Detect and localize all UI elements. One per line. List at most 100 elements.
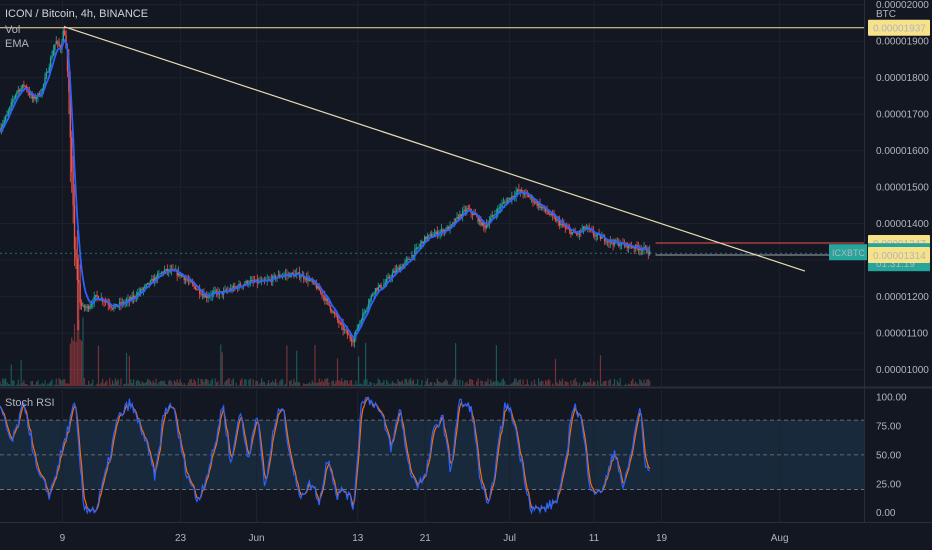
candle-body bbox=[557, 219, 559, 221]
volume-bar bbox=[362, 384, 364, 386]
candle-body bbox=[464, 209, 467, 212]
candle-body bbox=[107, 302, 109, 305]
candle-body bbox=[246, 281, 249, 285]
volume-indicator-label[interactable]: Vol bbox=[5, 24, 21, 36]
candle-body bbox=[530, 197, 533, 199]
time-tick-label: 21 bbox=[420, 533, 432, 544]
volume-bar bbox=[73, 324, 76, 386]
candle-body bbox=[31, 94, 34, 99]
candle-body bbox=[162, 272, 164, 273]
candle-body bbox=[544, 207, 547, 212]
candle-body bbox=[556, 219, 558, 221]
volume-bar bbox=[608, 380, 610, 386]
candle-body bbox=[540, 206, 543, 208]
volume-bar bbox=[349, 380, 351, 386]
candle-body bbox=[491, 215, 493, 218]
candle-body bbox=[186, 279, 188, 281]
volume-bar bbox=[110, 384, 112, 386]
candle-body bbox=[422, 241, 424, 244]
volume-bar bbox=[208, 383, 211, 386]
volume-bar bbox=[225, 380, 228, 386]
volume-bar bbox=[613, 378, 616, 386]
candle-body bbox=[364, 310, 367, 313]
candle-body bbox=[179, 271, 181, 277]
volume-bar bbox=[394, 383, 396, 386]
volume-bar bbox=[311, 380, 313, 386]
candle-body bbox=[511, 195, 513, 200]
volume-bar bbox=[220, 344, 222, 386]
volume-bar bbox=[537, 378, 540, 386]
volume-bar bbox=[571, 384, 573, 386]
candle-body bbox=[442, 229, 444, 233]
candle-body bbox=[184, 279, 187, 281]
price-tick-label: 0.00001100 bbox=[876, 329, 929, 340]
volume-bar bbox=[142, 382, 145, 386]
volume-bar bbox=[10, 364, 12, 386]
candle-body bbox=[332, 311, 334, 313]
candle-body bbox=[487, 224, 489, 226]
volume-bar bbox=[384, 385, 386, 386]
candle-body bbox=[2, 124, 4, 128]
volume-bar bbox=[332, 380, 334, 386]
volume-bar bbox=[533, 379, 535, 386]
volume-bar bbox=[291, 384, 294, 386]
volume-bar bbox=[498, 382, 500, 386]
volume-bar bbox=[433, 382, 436, 386]
volume-bar bbox=[217, 381, 219, 386]
volume-bar bbox=[483, 384, 485, 386]
volume-bar bbox=[310, 383, 312, 386]
candle-body bbox=[594, 234, 596, 237]
candle-body bbox=[104, 301, 107, 303]
volume-bar bbox=[156, 384, 159, 386]
volume-bar bbox=[549, 380, 551, 386]
volume-bar bbox=[280, 379, 282, 386]
volume-bar bbox=[445, 379, 447, 386]
volume-bar bbox=[421, 380, 423, 386]
volume-bar bbox=[230, 383, 232, 386]
volume-bar bbox=[424, 384, 426, 386]
stoch-rsi-indicator-label[interactable]: Stoch RSI bbox=[5, 397, 55, 409]
volume-bar bbox=[346, 380, 348, 386]
candle-body bbox=[480, 218, 482, 226]
candle-body bbox=[134, 295, 136, 298]
volume-bar bbox=[642, 382, 644, 386]
candle-body bbox=[312, 281, 315, 283]
stoch-tick-label: 50.00 bbox=[876, 450, 901, 461]
volume-bar bbox=[69, 343, 71, 386]
volume-bar bbox=[204, 379, 206, 386]
candle-body bbox=[239, 283, 242, 287]
volume-bar bbox=[144, 383, 146, 386]
candle-body bbox=[310, 279, 312, 281]
candle-body bbox=[350, 338, 353, 342]
volume-group bbox=[0, 317, 651, 386]
volume-bar bbox=[180, 382, 183, 386]
volume-bar bbox=[173, 380, 175, 386]
volume-bar bbox=[595, 385, 597, 386]
candle-body bbox=[388, 276, 391, 278]
candle-body bbox=[341, 323, 343, 325]
volume-bar bbox=[182, 384, 184, 386]
volume-bar bbox=[231, 380, 233, 386]
volume-bar bbox=[308, 382, 310, 386]
candle-body bbox=[108, 304, 111, 307]
volume-bar bbox=[357, 356, 360, 386]
volume-bar bbox=[26, 384, 28, 386]
volume-bar bbox=[2, 378, 4, 386]
volume-bar bbox=[526, 379, 528, 386]
volume-bar bbox=[463, 385, 465, 386]
volume-bar bbox=[535, 383, 537, 386]
volume-bar bbox=[436, 378, 438, 386]
stoch-tick-label: 25.00 bbox=[876, 479, 901, 490]
candle-body bbox=[360, 320, 363, 322]
volume-bar bbox=[114, 378, 116, 386]
candle-body bbox=[494, 214, 496, 216]
volume-bar bbox=[570, 380, 572, 386]
ema-indicator-label[interactable]: EMA bbox=[5, 38, 29, 50]
candle-body bbox=[426, 236, 429, 240]
volume-bar bbox=[426, 378, 429, 386]
candle-body bbox=[627, 244, 630, 248]
volume-bar bbox=[429, 382, 431, 386]
volume-bar bbox=[107, 385, 109, 386]
volume-bar bbox=[639, 379, 641, 386]
